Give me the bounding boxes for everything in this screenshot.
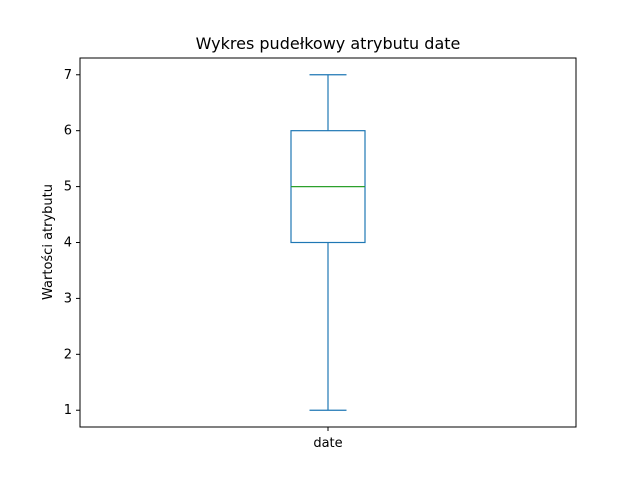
x-axis-ticks: date xyxy=(313,427,343,451)
box-series xyxy=(290,74,366,411)
y-axis-ticks: 1 2 3 4 5 6 7 xyxy=(64,68,80,418)
y-tick-label: 1 xyxy=(64,403,72,418)
y-axis-label: Wartości atrybutu xyxy=(41,184,56,300)
y-tick-label: 2 xyxy=(64,347,72,362)
y-tick-label: 3 xyxy=(64,291,72,306)
y-tick-label: 7 xyxy=(64,68,72,83)
plot-area-frame xyxy=(79,57,577,428)
y-tick-label: 5 xyxy=(64,180,72,195)
y-tick-label: 4 xyxy=(64,236,72,251)
x-tick-label: date xyxy=(313,436,342,451)
chart-title: Wykres pudełkowy atrybutu date xyxy=(196,34,461,53)
y-tick-label: 6 xyxy=(64,124,72,139)
